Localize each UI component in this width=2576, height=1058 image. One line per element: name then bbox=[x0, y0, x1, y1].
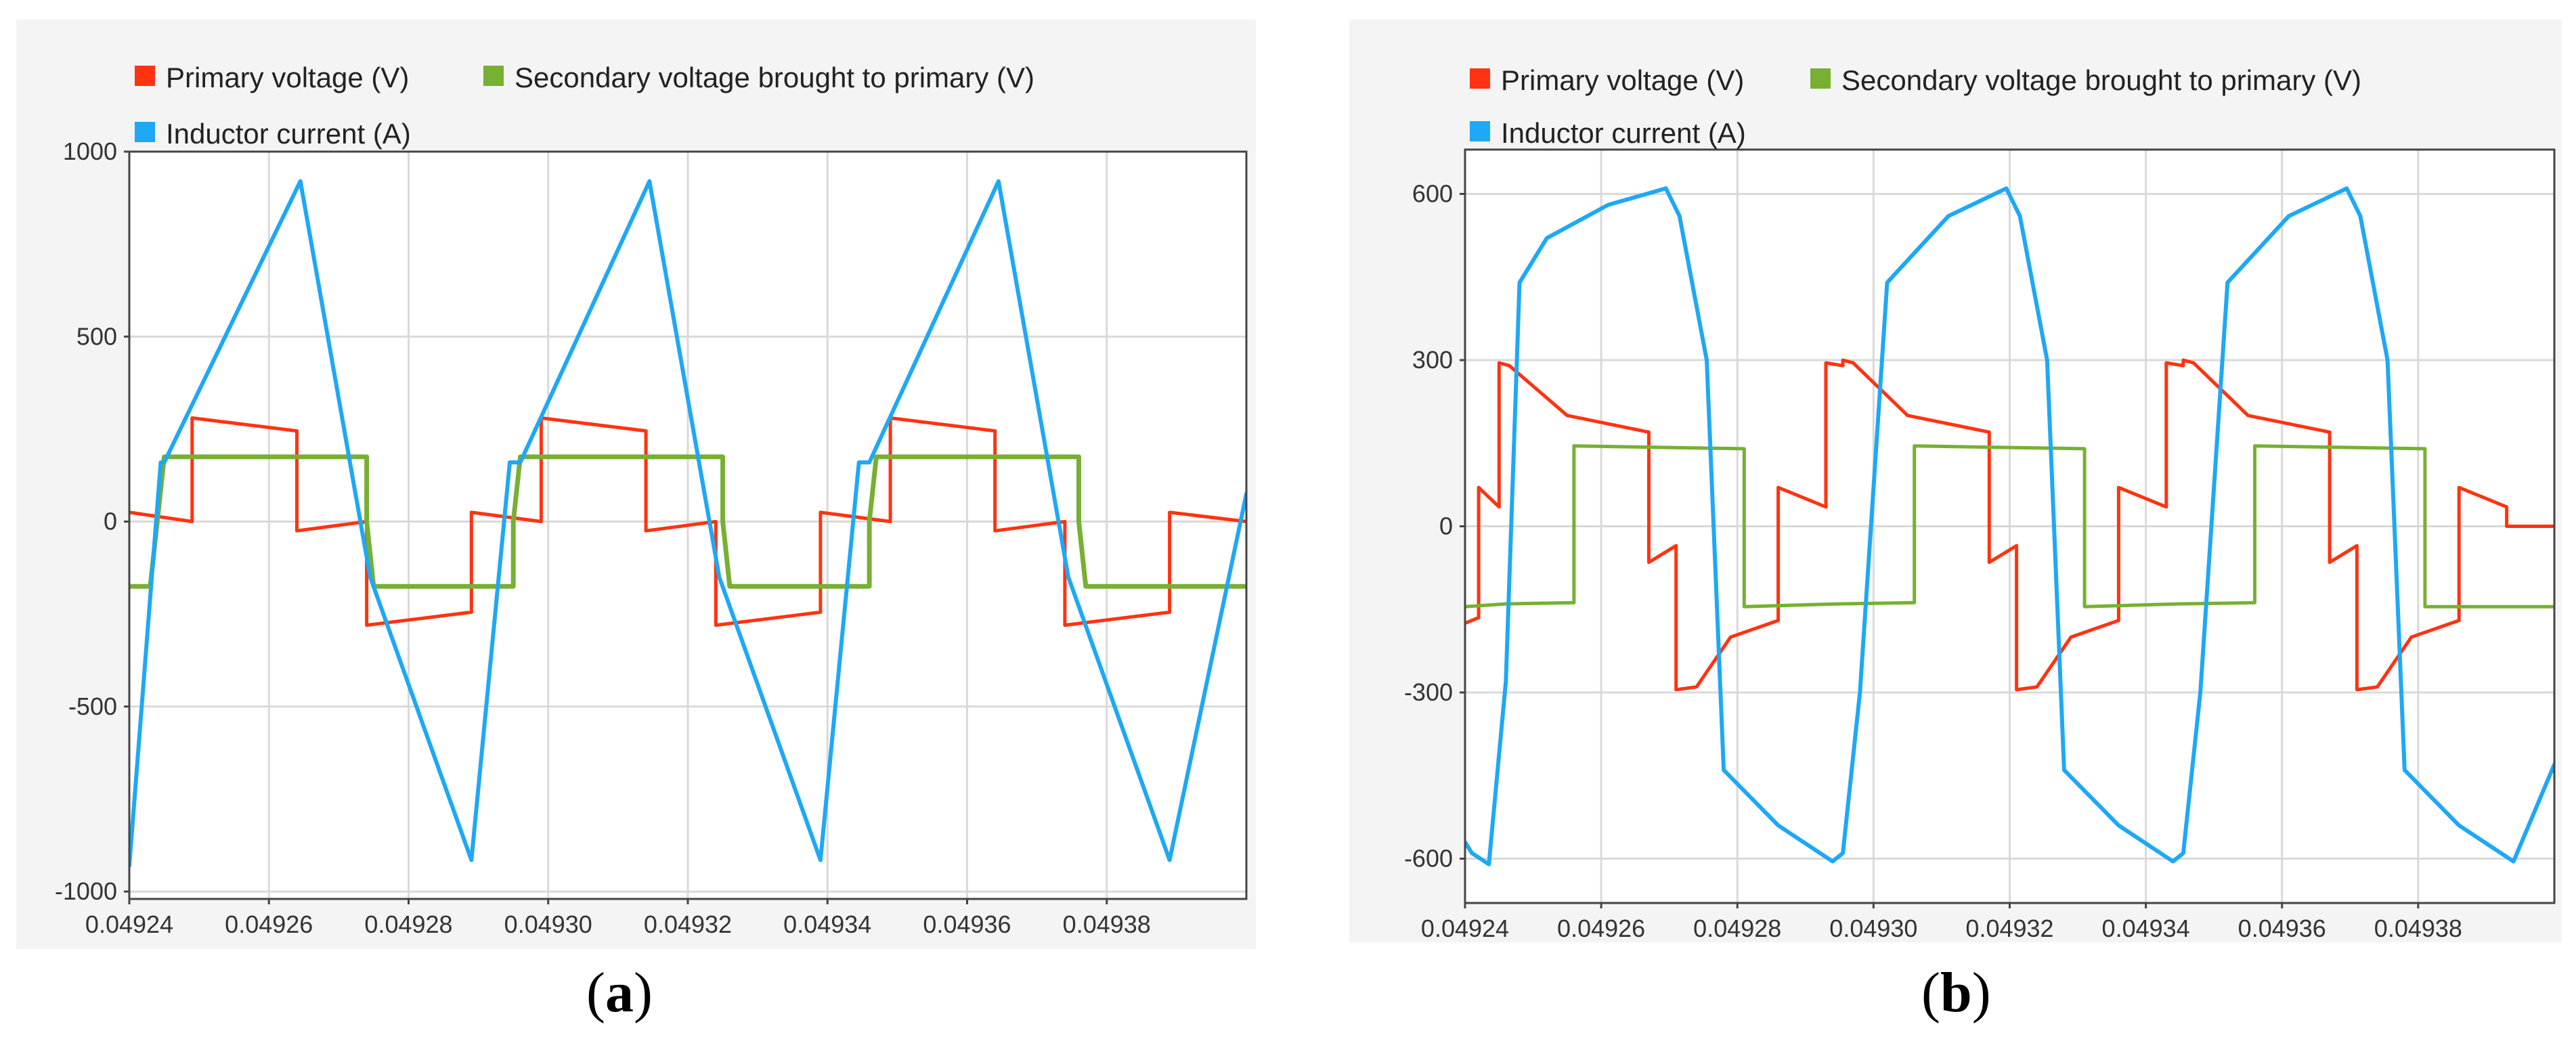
y-tick-label: 300 bbox=[1412, 346, 1453, 374]
x-tick-label: 0.04938 bbox=[2374, 914, 2462, 942]
x-tick-label: 0.04928 bbox=[1693, 914, 1781, 942]
y-tick-label: -500 bbox=[68, 692, 117, 720]
legend-swatch-0 bbox=[135, 66, 155, 86]
series-line-inductor bbox=[129, 179, 1246, 868]
x-tick-label: 0.04932 bbox=[1965, 914, 2053, 942]
x-tick-label: 0.04932 bbox=[644, 910, 732, 938]
x-tick-label: 0.04924 bbox=[85, 910, 173, 938]
y-tick-label: -1000 bbox=[55, 877, 117, 905]
legend-swatch-0 bbox=[1470, 68, 1490, 89]
legend-swatch-1 bbox=[483, 66, 504, 86]
legend-swatch-2 bbox=[135, 122, 155, 142]
chart-b: Primary voltage (V) Secondary voltage bro… bbox=[1404, 64, 2556, 942]
x-tick-label: 0.04928 bbox=[364, 910, 452, 938]
caption-a: (a) bbox=[586, 961, 653, 1024]
legend-label-0: Primary voltage (V) bbox=[166, 62, 409, 93]
x-tick-label: 0.04924 bbox=[1421, 914, 1509, 942]
x-tick-label: 0.04930 bbox=[504, 910, 592, 938]
y-tick-label: 600 bbox=[1412, 179, 1453, 207]
x-tick-label: 0.04926 bbox=[225, 910, 313, 938]
legend-label-2: Inductor current (A) bbox=[1501, 117, 1746, 149]
x-tick-label: 0.04930 bbox=[1829, 914, 1917, 942]
x-tick-label: 0.04934 bbox=[2102, 914, 2190, 942]
chart-panel-a: Primary voltage (V) Secondary voltage bro… bbox=[16, 20, 1256, 949]
y-tick-label: 1000 bbox=[63, 137, 117, 165]
legend-label-1: Secondary voltage brought to primary (V) bbox=[515, 62, 1034, 93]
series-line-secondary bbox=[1465, 444, 2554, 609]
legend-swatch-2 bbox=[1470, 121, 1490, 141]
y-tick-label: -600 bbox=[1404, 845, 1453, 873]
x-tick-label: 0.04926 bbox=[1557, 914, 1645, 942]
y-tick-label: 0 bbox=[1439, 512, 1453, 540]
x-tick-label: 0.04936 bbox=[2238, 914, 2326, 942]
legend-label-2: Inductor current (A) bbox=[166, 118, 411, 150]
x-tick-label: 0.04936 bbox=[923, 910, 1011, 938]
series-line-primary bbox=[129, 416, 1246, 627]
caption-b-letter: b bbox=[1940, 961, 1972, 1024]
y-tick-label: -300 bbox=[1404, 678, 1453, 706]
x-tick-label: 0.04938 bbox=[1063, 910, 1151, 938]
caption-a-letter: a bbox=[605, 961, 634, 1024]
y-tick-label: 0 bbox=[104, 508, 117, 535]
chart-panel-b: Primary voltage (V) Secondary voltage bro… bbox=[1349, 20, 2562, 942]
legend-swatch-1 bbox=[1810, 68, 1831, 89]
series-line-inductor bbox=[1465, 186, 2554, 866]
series-line-primary bbox=[1465, 358, 2554, 692]
caption-b: (b) bbox=[1921, 961, 1991, 1024]
x-tick-label: 0.04934 bbox=[783, 910, 871, 938]
y-tick-label: 500 bbox=[77, 322, 117, 350]
chart-a: Primary voltage (V) Secondary voltage bro… bbox=[55, 62, 1248, 938]
legend-label-1: Secondary voltage brought to primary (V) bbox=[1841, 64, 2361, 96]
legend-label-0: Primary voltage (V) bbox=[1501, 64, 1744, 96]
